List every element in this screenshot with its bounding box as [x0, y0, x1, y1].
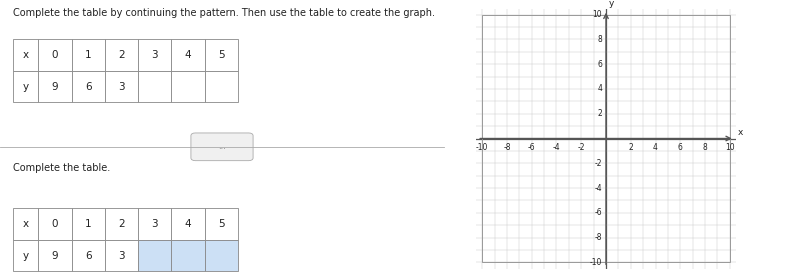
- Text: -8: -8: [594, 233, 602, 242]
- Bar: [38, 208, 71, 240]
- Text: -2: -2: [594, 159, 602, 168]
- Text: 1: 1: [85, 219, 91, 229]
- Bar: [105, 39, 138, 71]
- Text: 0: 0: [52, 219, 58, 229]
- Text: 2: 2: [118, 219, 125, 229]
- Text: -2: -2: [578, 143, 585, 152]
- Bar: [14, 240, 38, 271]
- Text: -4: -4: [553, 143, 560, 152]
- Text: 10: 10: [725, 143, 734, 152]
- Text: Complete the table by continuing the pattern. Then use the table to create the g: Complete the table by continuing the pat…: [14, 8, 435, 18]
- Text: 1: 1: [85, 50, 91, 60]
- Text: -6: -6: [594, 208, 602, 217]
- Bar: [105, 208, 138, 240]
- Text: -10: -10: [590, 258, 602, 267]
- Bar: [205, 208, 238, 240]
- Bar: [71, 240, 105, 271]
- Bar: [71, 208, 105, 240]
- Text: 8: 8: [702, 143, 707, 152]
- Bar: [138, 208, 171, 240]
- Text: 10: 10: [593, 10, 602, 19]
- Text: x: x: [738, 128, 742, 137]
- Text: y: y: [609, 0, 614, 9]
- Text: 5: 5: [218, 50, 225, 60]
- Text: x: x: [22, 219, 29, 229]
- Text: 8: 8: [598, 35, 602, 44]
- Bar: [71, 71, 105, 102]
- Text: 9: 9: [52, 81, 58, 92]
- Bar: [138, 240, 171, 271]
- Text: 0: 0: [52, 50, 58, 60]
- Text: 4: 4: [653, 143, 658, 152]
- Text: x: x: [22, 50, 29, 60]
- Text: 2: 2: [598, 109, 602, 118]
- Bar: [205, 39, 238, 71]
- Text: -8: -8: [503, 143, 510, 152]
- Bar: [171, 71, 205, 102]
- Text: 6: 6: [678, 143, 682, 152]
- Bar: [14, 208, 38, 240]
- Text: 6: 6: [598, 60, 602, 69]
- Text: 6: 6: [85, 81, 91, 92]
- Text: -4: -4: [594, 184, 602, 193]
- Bar: [138, 71, 171, 102]
- Bar: [171, 208, 205, 240]
- Text: ...: ...: [218, 142, 226, 151]
- Bar: [205, 240, 238, 271]
- Bar: [38, 71, 71, 102]
- Text: 3: 3: [151, 50, 158, 60]
- Bar: [138, 39, 171, 71]
- Text: 3: 3: [118, 81, 125, 92]
- Text: 5: 5: [218, 219, 225, 229]
- FancyBboxPatch shape: [191, 133, 253, 161]
- Text: 2: 2: [628, 143, 633, 152]
- Text: -6: -6: [528, 143, 535, 152]
- Text: y: y: [22, 81, 29, 92]
- Bar: [14, 39, 38, 71]
- Bar: [38, 240, 71, 271]
- Bar: [105, 71, 138, 102]
- Text: 2: 2: [118, 50, 125, 60]
- Bar: [105, 240, 138, 271]
- Text: Complete the table.: Complete the table.: [14, 163, 110, 173]
- Text: y: y: [22, 250, 29, 261]
- Bar: [171, 39, 205, 71]
- Text: -10: -10: [476, 143, 488, 152]
- Bar: [38, 39, 71, 71]
- Bar: [71, 39, 105, 71]
- Text: 4: 4: [185, 219, 191, 229]
- Text: 4: 4: [185, 50, 191, 60]
- Text: 6: 6: [85, 250, 91, 261]
- Text: 4: 4: [598, 84, 602, 93]
- Bar: [205, 71, 238, 102]
- Text: 9: 9: [52, 250, 58, 261]
- Text: 3: 3: [151, 219, 158, 229]
- Text: 3: 3: [118, 250, 125, 261]
- Bar: [14, 71, 38, 102]
- Bar: [171, 240, 205, 271]
